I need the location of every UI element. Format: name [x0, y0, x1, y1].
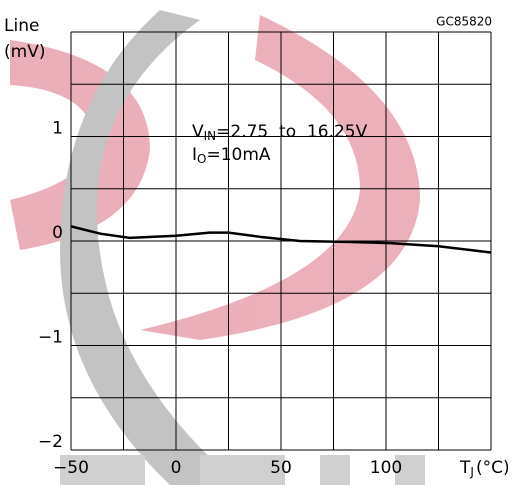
- y-tick-label: −1: [38, 328, 63, 348]
- y-tick-label: 0: [52, 223, 63, 243]
- x-tick-label: 100: [370, 458, 402, 478]
- y-axis-label: (mV): [4, 42, 45, 62]
- x-axis-label: TJ (°C): [459, 458, 510, 479]
- data-line: [70, 225, 492, 254]
- x-tick-label: −50: [53, 458, 89, 478]
- x-tick-label: 0: [171, 458, 182, 478]
- watermark: [10, 10, 425, 485]
- y-tick-label: −2: [38, 432, 63, 452]
- y-axis-label: Line: [4, 16, 39, 36]
- annotation: IO=10mA: [192, 145, 271, 166]
- annotation: VIN=2.75 to 16.25V: [192, 122, 368, 143]
- figure-code: GC85820: [436, 15, 492, 29]
- y-tick-label: 1: [52, 119, 63, 139]
- x-tick-label: 50: [270, 458, 292, 478]
